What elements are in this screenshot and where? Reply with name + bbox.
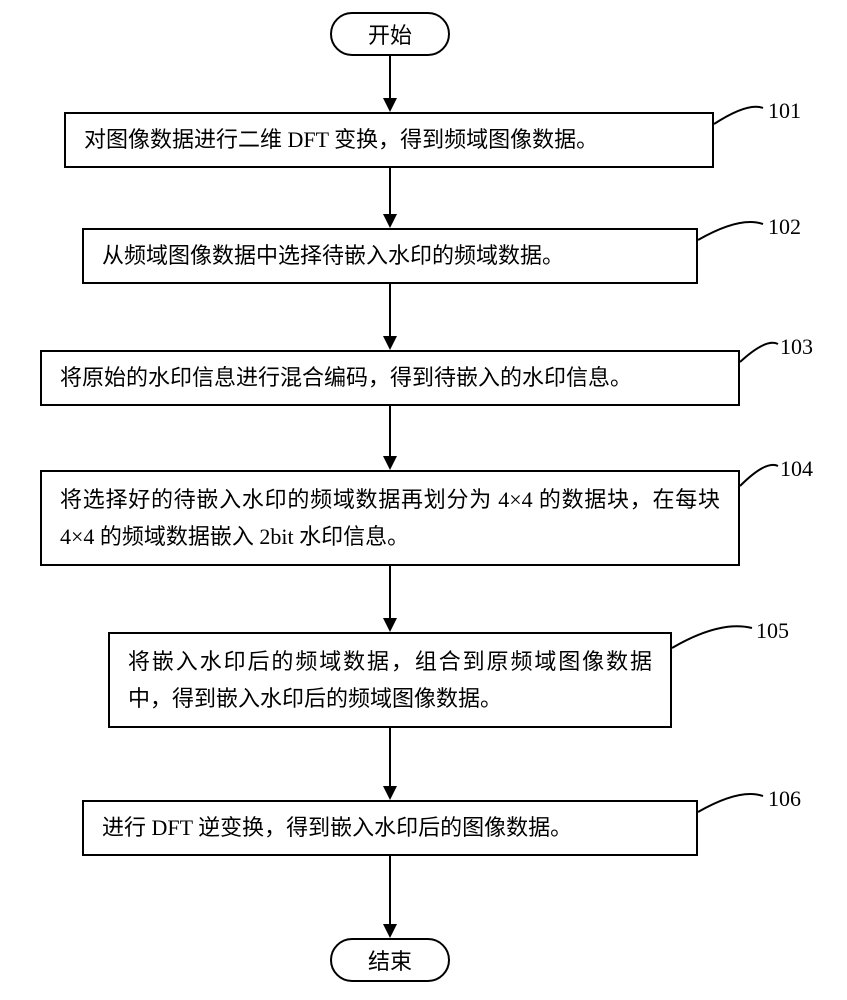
terminal-start: 开始 (330, 12, 450, 56)
process-text: 将原始的水印信息进行混合编码，得到待嵌入的水印信息。 (60, 359, 632, 396)
flowchart-container: 开始 对图像数据进行二维 DFT 变换，得到频域图像数据。 101 从频域图像数… (0, 0, 847, 1000)
arrow-5 (389, 566, 391, 620)
arrow-3 (389, 284, 391, 338)
terminal-start-label: 开始 (368, 18, 412, 50)
process-text: 进行 DFT 逆变换，得到嵌入水印后的图像数据。 (102, 809, 572, 846)
terminal-end-label: 结束 (368, 944, 412, 976)
step-label-103: 103 (780, 334, 813, 360)
arrow-7 (389, 856, 391, 926)
step-label-105: 105 (756, 618, 789, 644)
process-step-106: 进行 DFT 逆变换，得到嵌入水印后的图像数据。 (82, 800, 698, 856)
step-label-101: 101 (768, 98, 801, 124)
arrow-2 (389, 168, 391, 216)
arrow-5-head (383, 618, 397, 632)
arrow-4-head (383, 456, 397, 470)
arrow-4 (389, 406, 391, 458)
arrow-1-head (383, 98, 397, 112)
arrow-6-head (383, 786, 397, 800)
arrow-3-head (383, 336, 397, 350)
process-text: 对图像数据进行二维 DFT 变换，得到频域图像数据。 (84, 121, 598, 158)
step-label-106: 106 (768, 786, 801, 812)
arrow-2-head (383, 214, 397, 228)
arrow-1 (389, 56, 391, 100)
process-text: 将嵌入水印后的频域数据，组合到原频域图像数据中，得到嵌入水印后的频域图像数据。 (128, 643, 652, 718)
step-label-102: 102 (768, 214, 801, 240)
terminal-end: 结束 (330, 938, 450, 982)
process-step-104: 将选择好的待嵌入水印的频域数据再划分为 4×4 的数据块，在每块 4×4 的频域… (40, 470, 740, 566)
arrow-6 (389, 728, 391, 788)
process-text: 从频域图像数据中选择待嵌入水印的频域数据。 (102, 237, 564, 274)
process-text: 将选择好的待嵌入水印的频域数据再划分为 4×4 的数据块，在每块 4×4 的频域… (60, 481, 720, 556)
step-label-104: 104 (780, 456, 813, 482)
process-step-103: 将原始的水印信息进行混合编码，得到待嵌入的水印信息。 (40, 350, 740, 406)
process-step-105: 将嵌入水印后的频域数据，组合到原频域图像数据中，得到嵌入水印后的频域图像数据。 (108, 632, 672, 728)
process-step-101: 对图像数据进行二维 DFT 变换，得到频域图像数据。 (64, 112, 714, 168)
process-step-102: 从频域图像数据中选择待嵌入水印的频域数据。 (82, 228, 698, 284)
arrow-7-head (383, 924, 397, 938)
